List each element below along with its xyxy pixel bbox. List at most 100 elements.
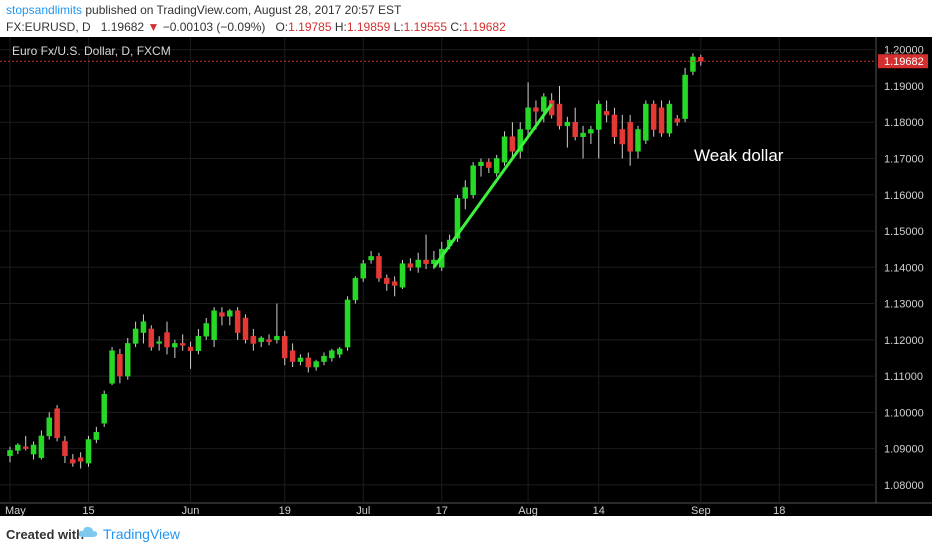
- candle[interactable]: [470, 162, 476, 199]
- candle[interactable]: [415, 252, 421, 273]
- chart-area[interactable]: May 15 Jun 19 Jul 17 Aug 14 Sep 18 1.20000 1.19000…: [0, 37, 932, 516]
- candle[interactable]: [517, 122, 523, 159]
- candle-body: [384, 277, 390, 284]
- candle-body: [493, 158, 500, 174]
- candle[interactable]: [282, 330, 288, 366]
- candle[interactable]: [289, 343, 296, 368]
- candle[interactable]: [509, 122, 516, 159]
- x-tick-label: 15: [82, 505, 94, 516]
- candle[interactable]: [501, 131, 508, 166]
- candle[interactable]: [360, 260, 366, 282]
- candle[interactable]: [666, 100, 673, 137]
- candle[interactable]: [478, 158, 484, 177]
- candle[interactable]: [376, 252, 382, 282]
- x-tick-label: May: [5, 505, 26, 516]
- candle[interactable]: [219, 307, 225, 326]
- candle[interactable]: [15, 443, 21, 455]
- trend-line[interactable]: [432, 103, 553, 269]
- candle[interactable]: [211, 307, 217, 348]
- candle-body: [117, 354, 123, 377]
- candle[interactable]: [125, 337, 131, 380]
- candle[interactable]: [195, 328, 202, 355]
- candle[interactable]: [643, 100, 649, 144]
- candle[interactable]: [62, 435, 68, 464]
- candle[interactable]: [682, 67, 688, 123]
- candle[interactable]: [30, 441, 37, 460]
- candle[interactable]: [132, 321, 139, 348]
- candle[interactable]: [603, 100, 610, 123]
- candle[interactable]: [274, 303, 280, 344]
- candle[interactable]: [46, 412, 52, 440]
- candle[interactable]: [305, 352, 312, 373]
- candle[interactable]: [7, 446, 13, 463]
- candle[interactable]: [407, 258, 414, 271]
- candle[interactable]: [297, 354, 304, 366]
- candle[interactable]: [596, 100, 602, 159]
- candle[interactable]: [391, 276, 398, 297]
- candle[interactable]: [187, 341, 194, 369]
- candle[interactable]: [242, 314, 249, 344]
- candle[interactable]: [674, 114, 680, 126]
- candle-body: [344, 299, 351, 348]
- candle-body: [462, 187, 469, 199]
- candle[interactable]: [266, 334, 272, 346]
- candle[interactable]: [368, 250, 374, 264]
- candle[interactable]: [556, 85, 563, 130]
- candle[interactable]: [627, 114, 633, 166]
- candle[interactable]: [38, 430, 45, 460]
- candle[interactable]: [172, 339, 178, 358]
- x-tick-label: Sep: [691, 505, 711, 516]
- candle[interactable]: [564, 116, 571, 148]
- candle[interactable]: [580, 125, 586, 159]
- candle[interactable]: [109, 347, 115, 386]
- candle-body: [140, 321, 147, 333]
- candle[interactable]: [462, 180, 469, 210]
- candle[interactable]: [203, 318, 209, 340]
- candle[interactable]: [635, 125, 641, 159]
- candle[interactable]: [384, 274, 390, 291]
- candle[interactable]: [329, 348, 335, 362]
- candle[interactable]: [650, 100, 657, 137]
- candle[interactable]: [321, 352, 327, 366]
- candle[interactable]: [423, 234, 429, 270]
- candle[interactable]: [77, 452, 84, 469]
- candle[interactable]: [258, 336, 264, 348]
- candle[interactable]: [250, 328, 257, 351]
- candle[interactable]: [493, 154, 500, 177]
- candle[interactable]: [93, 426, 100, 444]
- candle[interactable]: [611, 107, 618, 144]
- candle[interactable]: [572, 107, 578, 141]
- candle[interactable]: [101, 390, 107, 427]
- candle[interactable]: [148, 325, 155, 351]
- x-tick-label: Aug: [518, 505, 538, 516]
- candle[interactable]: [85, 435, 92, 467]
- last-price: 1.19682: [100, 20, 145, 34]
- candle[interactable]: [619, 114, 626, 159]
- candle[interactable]: [690, 53, 696, 76]
- candle[interactable]: [525, 82, 531, 137]
- candle[interactable]: [117, 348, 123, 384]
- candle[interactable]: [344, 296, 351, 351]
- candle[interactable]: [179, 334, 186, 351]
- tradingview-brand-link[interactable]: TradingView: [103, 526, 181, 542]
- candle[interactable]: [658, 100, 665, 137]
- candle[interactable]: [352, 276, 359, 304]
- candle[interactable]: [313, 359, 319, 371]
- candlestick-chart[interactable]: May 15 Jun 19 Jul 17 Aug 14 Sep 18 1.20000 1.19000…: [0, 37, 932, 516]
- candle[interactable]: [227, 308, 233, 326]
- candle[interactable]: [70, 454, 76, 467]
- candle[interactable]: [336, 347, 343, 358]
- candle[interactable]: [164, 321, 170, 355]
- candle[interactable]: [234, 307, 241, 340]
- candle[interactable]: [156, 336, 162, 351]
- candle[interactable]: [486, 158, 492, 173]
- candle[interactable]: [399, 260, 406, 290]
- candle-body: [603, 111, 610, 116]
- candle[interactable]: [54, 405, 60, 442]
- candle[interactable]: [588, 125, 594, 144]
- candle[interactable]: [698, 54, 704, 66]
- author-link[interactable]: stopsandlimits: [6, 3, 83, 17]
- candle[interactable]: [22, 435, 29, 451]
- candle[interactable]: [140, 314, 147, 344]
- created-with-label: Created with: [6, 527, 85, 542]
